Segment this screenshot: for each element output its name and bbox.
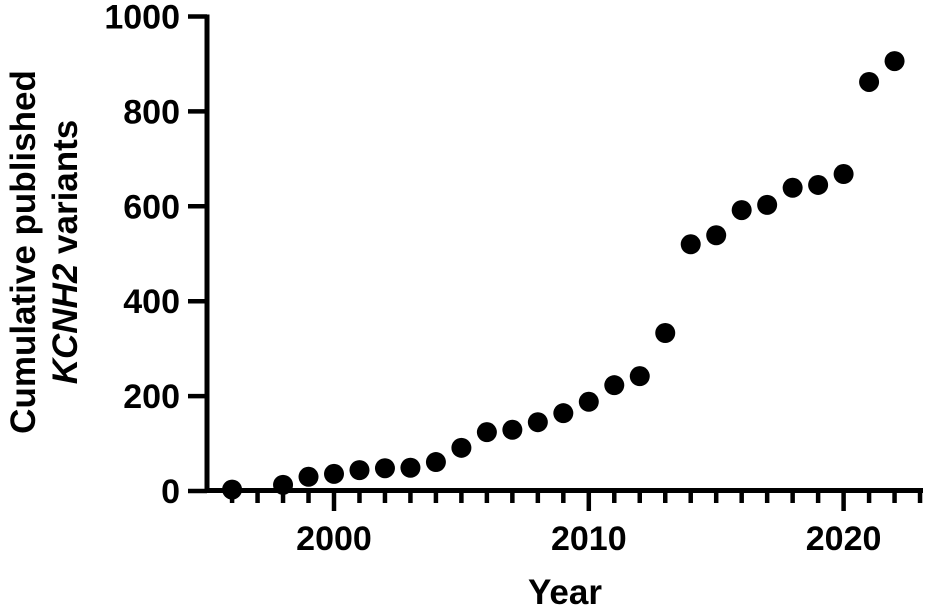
x-axis-title: Year bbox=[528, 573, 602, 610]
data-point bbox=[324, 463, 344, 484]
data-point bbox=[400, 457, 421, 478]
data-point bbox=[629, 366, 650, 387]
data-point bbox=[833, 164, 854, 185]
y-axis-tick-label: 400 bbox=[123, 283, 180, 321]
y-axis-title: Cumulative published KCNH2 variants bbox=[3, 12, 87, 492]
data-point bbox=[604, 375, 625, 396]
data-point bbox=[757, 194, 778, 215]
x-axis-tick-label: 2010 bbox=[551, 520, 627, 558]
x-axis-tick-label: 2000 bbox=[296, 520, 372, 558]
y-axis-title-line2: KCNH2 variants bbox=[45, 12, 87, 492]
data-point bbox=[222, 479, 243, 500]
y-axis-title-line2-rest: variants bbox=[46, 119, 85, 264]
data-point bbox=[502, 419, 523, 440]
data-point bbox=[655, 322, 676, 343]
y-axis-title-line1: Cumulative published bbox=[4, 70, 43, 434]
data-point bbox=[782, 177, 803, 198]
data-point bbox=[706, 225, 727, 246]
data-point bbox=[578, 391, 599, 412]
data-point bbox=[680, 234, 701, 255]
data-point bbox=[527, 412, 548, 433]
data-point bbox=[553, 403, 574, 424]
data-point bbox=[273, 474, 294, 495]
gene-name-italic: KCNH2 bbox=[46, 263, 85, 385]
data-point bbox=[298, 466, 319, 487]
x-axis-tick-label: 2020 bbox=[806, 520, 882, 558]
y-axis-tick-label: 200 bbox=[123, 378, 180, 416]
data-point bbox=[349, 460, 370, 481]
data-point bbox=[476, 422, 497, 443]
y-axis-tick-label: 800 bbox=[123, 93, 180, 131]
data-point bbox=[859, 71, 880, 92]
y-axis-tick-label: 0 bbox=[161, 473, 180, 511]
y-axis-tick-label: 1000 bbox=[104, 0, 180, 37]
data-point bbox=[451, 437, 472, 458]
data-point bbox=[808, 174, 829, 195]
data-point bbox=[374, 458, 395, 479]
data-point bbox=[884, 51, 905, 72]
data-point bbox=[425, 452, 446, 473]
data-point bbox=[731, 200, 752, 221]
y-axis-tick-label: 600 bbox=[123, 188, 180, 226]
